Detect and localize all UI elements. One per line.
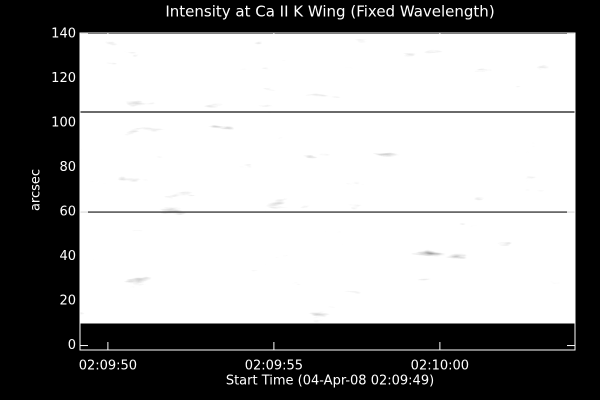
- x-tick-label: 02:10:00: [411, 359, 469, 374]
- y-tick-label: 20: [59, 294, 76, 309]
- y-tick-label: 0: [68, 338, 76, 353]
- y-tick-label: 140: [51, 27, 76, 42]
- y-tick-label: 60: [59, 205, 76, 220]
- y-tick-label: 120: [51, 71, 76, 86]
- y-tick-label: 100: [51, 116, 76, 131]
- y-tick-label: 40: [59, 249, 76, 264]
- intensity-image: [80, 34, 575, 324]
- chart-title: Intensity at Ca II K Wing (Fixed Wavelen…: [165, 3, 494, 21]
- x-tick-label: 02:09:50: [79, 359, 137, 374]
- x-axis-label: Start Time (04-Apr-08 02:09:49): [226, 374, 434, 389]
- x-tick-label: 02:09:55: [245, 359, 303, 374]
- y-tick-label: 80: [59, 160, 76, 175]
- axes-box: [79, 32, 576, 351]
- y-axis-label: arcsec: [29, 169, 44, 211]
